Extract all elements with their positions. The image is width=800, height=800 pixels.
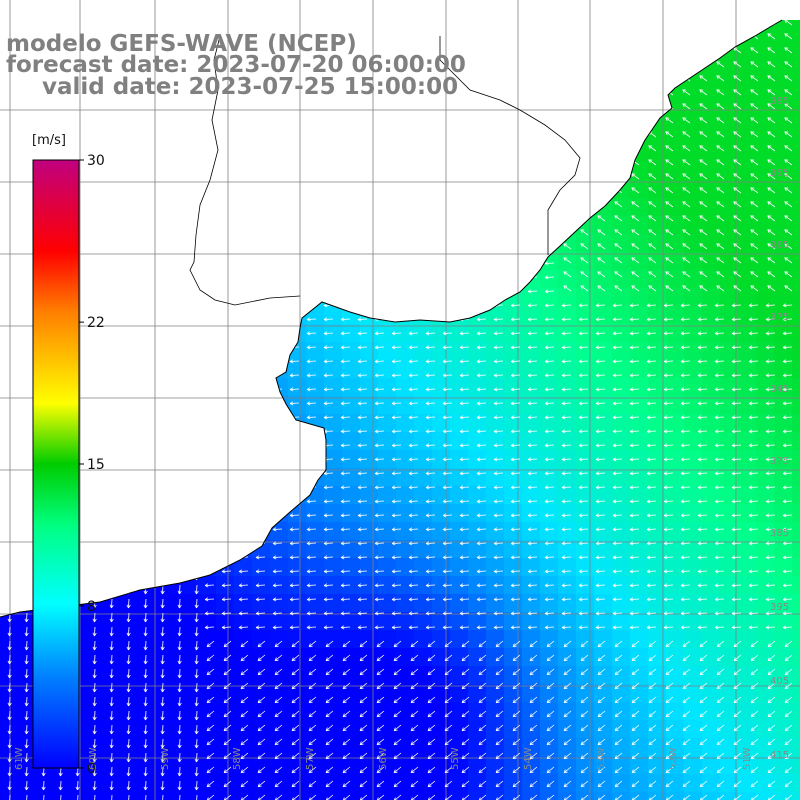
longitude-label: 60W: [88, 747, 99, 770]
colorbar-ticks: 30 22 15 8 0: [79, 153, 105, 777]
colorbar-tick-label: 22: [87, 315, 105, 331]
longitude-label: 59W: [160, 747, 171, 770]
latitude-label: 355: [770, 168, 789, 179]
colorbar-unit: [m/s]: [32, 133, 66, 148]
longitude-label: 56W: [378, 747, 389, 770]
longitude-label: 61W: [14, 747, 25, 770]
latitude-label: 395: [770, 602, 789, 613]
colorbar-tick-label: 0: [87, 761, 96, 777]
longitude-label: 53W: [596, 747, 607, 770]
latitude-label: 385: [770, 528, 789, 539]
longitude-label: 57W: [305, 747, 316, 770]
longitude-label: 54W: [523, 747, 534, 770]
colorbar-tick-label: 8: [87, 599, 96, 615]
latitude-label: 345: [770, 384, 789, 395]
latitude-labels: 385 355 365 375 345 375 385 395 405 415: [770, 96, 789, 761]
longitude-label: 51W: [742, 747, 753, 770]
colorbar-tick-label: 15: [87, 457, 105, 473]
coastline: [0, 19, 783, 618]
forecast-date: forecast date: 2023-07-20 06:00:00: [6, 52, 466, 78]
longitude-labels: 61W 60W 59W 58W 57W 56W 55W 54W 53W 52W 51W: [14, 747, 753, 770]
colorbar-tick-label: 30: [87, 153, 105, 169]
valid-date: valid date: 2023-07-25 15:00:00: [42, 74, 459, 100]
latitude-label: 365: [770, 240, 789, 251]
longitude-label: 52W: [668, 747, 679, 770]
country-border: [189, 35, 581, 306]
model-title: modelo GEFS-WAVE (NCEP): [6, 31, 357, 57]
latitude-label: 385: [770, 96, 789, 107]
latitude-label: 405: [770, 676, 789, 687]
latitude-label: 375: [770, 312, 789, 323]
latitude-label: 375: [770, 456, 789, 467]
latitude-label: 415: [770, 750, 789, 761]
longitude-label: 58W: [232, 747, 243, 770]
longitude-label: 55W: [450, 747, 461, 770]
colorbar-bar: [32, 159, 80, 769]
